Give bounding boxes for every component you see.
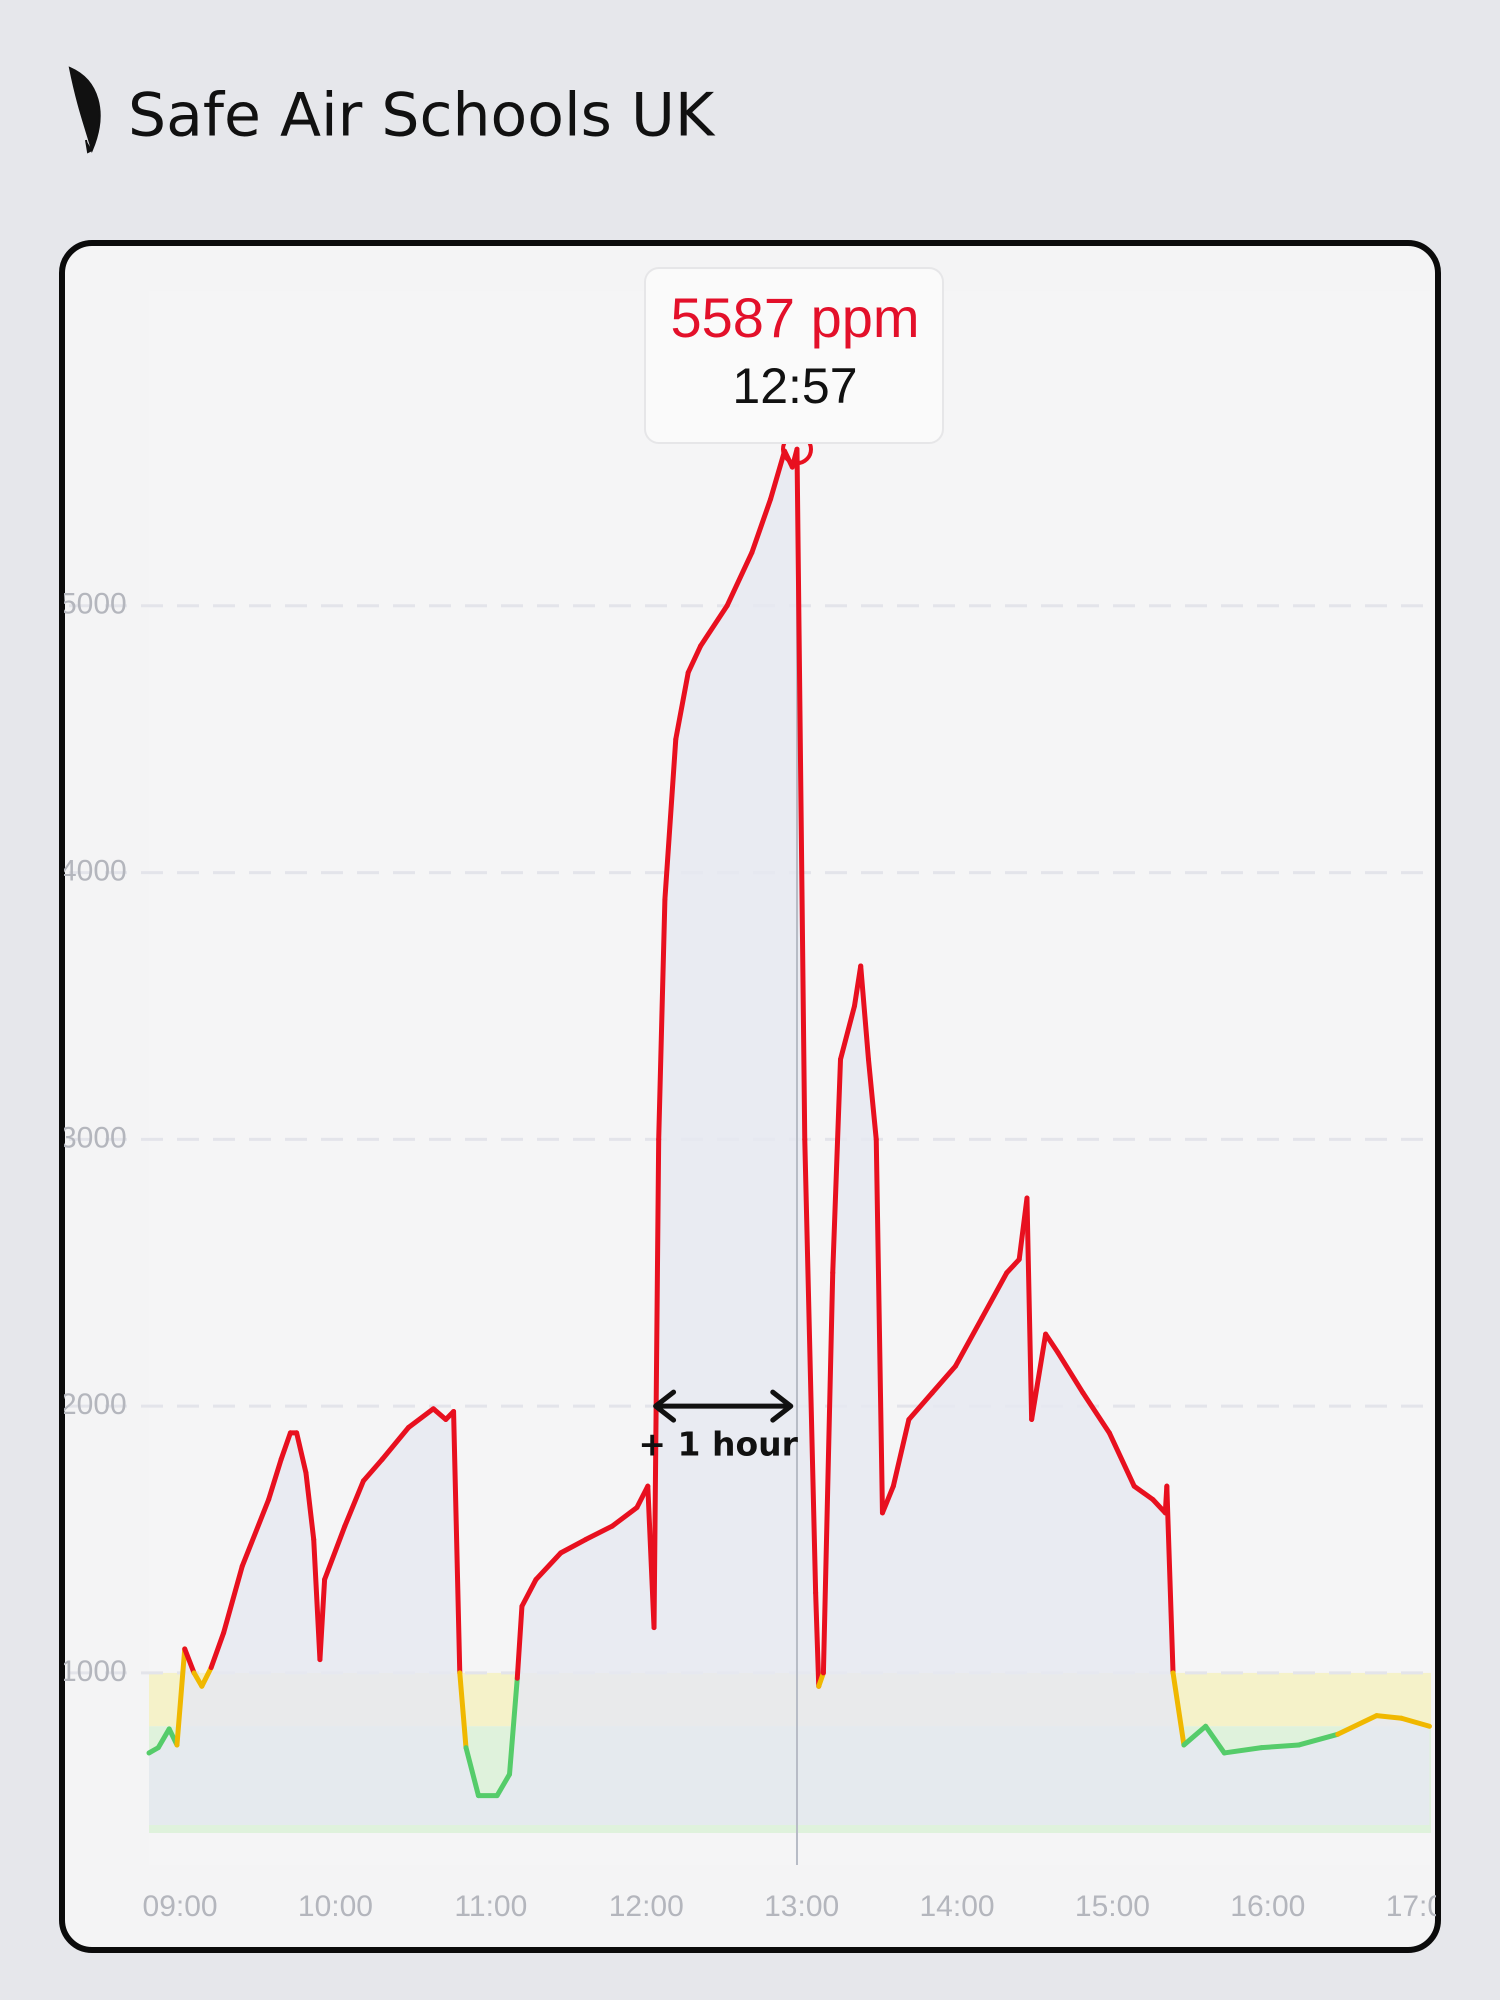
line-segment	[1170, 1670, 1187, 1748]
logo-feather	[68, 66, 101, 154]
line-segment	[651, 1136, 662, 1631]
line-segment	[1259, 1742, 1302, 1751]
line-segment	[673, 669, 691, 742]
line-segment	[155, 1726, 172, 1751]
line-segment	[208, 1630, 227, 1671]
line-segment	[1029, 1331, 1049, 1422]
line-segment	[820, 1270, 836, 1676]
line-segment	[662, 736, 679, 902]
line-segment	[609, 1505, 640, 1529]
line-segment	[1131, 1483, 1156, 1503]
line-segment	[533, 1550, 564, 1583]
y-tick-label: 1000	[60, 1655, 127, 1688]
line-segment	[724, 549, 755, 609]
line-segment	[813, 1590, 822, 1689]
line-segment	[1221, 1745, 1265, 1756]
line-segment	[1080, 1390, 1112, 1436]
x-tick-label: 11:00	[454, 1890, 527, 1923]
line-segment	[1106, 1430, 1137, 1489]
x-tick-label: 13:00	[764, 1890, 839, 1923]
x-tick-label: 17:00	[1386, 1890, 1461, 1923]
line-segment	[1004, 1256, 1022, 1276]
tooltip-box	[643, 267, 944, 444]
line-segment	[802, 1136, 819, 1596]
line-segment	[463, 1745, 481, 1799]
line-segment	[199, 1665, 214, 1689]
line-segment	[430, 1406, 449, 1422]
x-tick-label: 15:00	[1075, 1890, 1150, 1923]
line-segment	[979, 1270, 1010, 1321]
line-segment	[1398, 1715, 1432, 1729]
line-segment	[379, 1424, 412, 1462]
line-segment	[1296, 1731, 1341, 1748]
line-segment	[1335, 1713, 1380, 1737]
line-segment	[1055, 1350, 1086, 1396]
line-segment	[865, 1056, 879, 1142]
tooltip-value: 5587 ppm	[670, 286, 919, 349]
line-segment	[457, 1670, 469, 1751]
line-segment	[656, 896, 668, 1142]
page-title: Safe Air Schools UK	[128, 81, 716, 151]
line-segment	[685, 643, 704, 675]
line-segment	[342, 1478, 366, 1529]
x-tick-label: 09:00	[143, 1890, 218, 1923]
tooltip-time: 12:57	[732, 358, 857, 414]
line-segment	[1203, 1723, 1227, 1756]
line-segment	[1374, 1713, 1404, 1721]
line-segment	[879, 1483, 896, 1516]
line-segment	[360, 1456, 385, 1484]
arrow-head	[653, 1389, 794, 1423]
line-segment	[221, 1563, 245, 1636]
line-segment	[838, 1003, 857, 1062]
line-segment	[514, 1603, 525, 1681]
line-segment	[494, 1771, 513, 1799]
line-segment	[830, 1056, 844, 1276]
annotation-label: + 1 hour	[638, 1425, 798, 1464]
line-segment	[451, 1408, 463, 1676]
line-segment	[794, 446, 808, 1142]
line-segment	[698, 603, 730, 649]
line-segment	[303, 1470, 317, 1543]
line-segment	[266, 1456, 284, 1503]
x-tick-label: 16:00	[1230, 1890, 1305, 1923]
line-segment	[952, 1315, 985, 1369]
line-segment	[858, 963, 871, 1062]
line-segment	[583, 1523, 615, 1543]
x-tick-label: 10:00	[298, 1890, 373, 1923]
line-segment	[239, 1497, 272, 1569]
line-segment	[406, 1406, 436, 1430]
x-tick-label: 12:00	[609, 1890, 684, 1923]
line-segment	[929, 1363, 958, 1396]
line-segment	[507, 1675, 520, 1777]
line-segment	[906, 1390, 935, 1422]
line-segment	[322, 1523, 348, 1583]
line-segment	[1164, 1483, 1176, 1676]
line-segment	[182, 1646, 197, 1676]
line-segment	[1043, 1331, 1061, 1356]
y-tick-label: 3000	[60, 1121, 127, 1154]
line-segment	[519, 1577, 539, 1609]
line-segment	[768, 448, 788, 502]
y-tick-label: 4000	[60, 855, 127, 888]
line-segment	[1024, 1195, 1035, 1422]
line-segment	[873, 1136, 885, 1516]
y-tick-label: 2000	[60, 1388, 127, 1421]
line-segment	[317, 1577, 328, 1663]
area	[149, 449, 1430, 1826]
line-segment	[294, 1430, 309, 1476]
line-segment	[278, 1430, 293, 1462]
line-segment	[558, 1537, 589, 1556]
line-segment	[174, 1646, 188, 1748]
plot: 1000 2000 3000 4000 5000 09:00 10:00 11:00 12:00…	[60, 267, 1461, 1923]
line-segment	[749, 496, 774, 555]
y-tick-label: 5000	[60, 588, 127, 621]
line-segment	[890, 1416, 912, 1489]
line-segment	[1181, 1723, 1209, 1748]
x-tick-label: 14:00	[920, 1890, 995, 1923]
